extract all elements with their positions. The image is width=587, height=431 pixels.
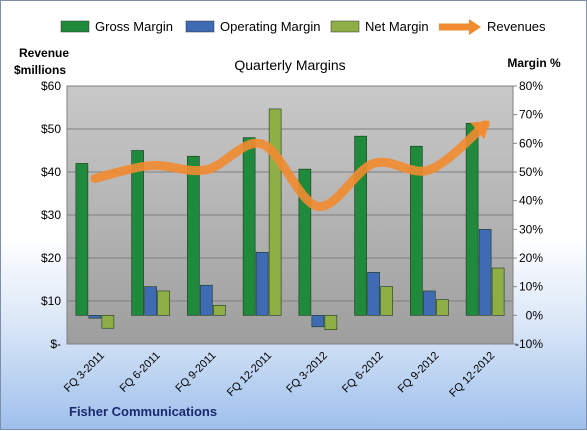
legend-item: Gross Margin — [61, 19, 173, 34]
legend-swatch-arrowhead — [469, 19, 481, 35]
right-axis-tick-label: -10% — [515, 337, 543, 351]
bar-net-margin — [102, 315, 114, 328]
bar-net-margin — [158, 291, 170, 315]
category-label: FQ 9-2011 — [173, 350, 218, 395]
legend-label: Revenues — [487, 19, 546, 34]
category-label: FQ 12-2011 — [225, 350, 274, 399]
legend-item: Revenues — [439, 19, 546, 35]
bar-gross-margin — [187, 156, 199, 315]
legend-swatch — [61, 21, 89, 32]
right-axis-tick-label: 70% — [519, 108, 543, 122]
legend-swatch — [186, 21, 214, 32]
chart-title: Quarterly Margins — [234, 57, 345, 73]
bar-net-margin — [381, 287, 393, 316]
category-label: FQ 6-2012 — [340, 350, 386, 396]
bar-gross-margin — [132, 151, 144, 316]
left-axis-tick-label: $- — [50, 337, 61, 351]
right-axis-tick-label: 20% — [519, 251, 543, 265]
right-axis-tick-label: 30% — [519, 222, 543, 236]
bar-operating-margin — [256, 252, 268, 315]
bar-net-margin — [436, 300, 448, 316]
right-axis-tick-label: 80% — [519, 79, 543, 93]
legend-item: Operating Margin — [186, 19, 320, 34]
bar-operating-margin — [479, 229, 491, 315]
bar-operating-margin — [200, 285, 212, 315]
legend-label: Operating Margin — [220, 19, 320, 34]
category-label: FQ 12-2012 — [447, 350, 497, 400]
right-axis-tick-label: 40% — [519, 194, 543, 208]
right-axis-tick-label: 60% — [519, 136, 543, 150]
bar-gross-margin — [466, 123, 478, 315]
category-label: FQ 3-2011 — [62, 350, 107, 395]
bar-net-margin — [269, 109, 281, 315]
legend-label: Gross Margin — [95, 19, 173, 34]
footer-company-name: Fisher Communications — [69, 404, 217, 419]
category-label: FQ 6-2011 — [118, 350, 163, 395]
left-axis-tick-label: $40 — [41, 165, 61, 179]
left-axis-tick-label: $30 — [41, 208, 61, 222]
category-label: FQ 9-2012 — [396, 350, 442, 396]
legend-item: Net Margin — [331, 19, 429, 34]
left-axis-title-line1: Revenue — [19, 46, 69, 60]
bar-gross-margin — [243, 138, 255, 316]
category-label: FQ 3-2012 — [284, 350, 330, 396]
bar-operating-margin — [368, 272, 380, 315]
bar-net-margin — [492, 268, 504, 315]
right-axis-tick-label: 50% — [519, 165, 543, 179]
left-axis-tick-label: $50 — [41, 122, 61, 136]
bar-operating-margin — [145, 287, 157, 316]
bar-gross-margin — [76, 163, 88, 315]
left-axis-title-line2: $millions — [14, 63, 66, 77]
right-axis-tick-label: 10% — [519, 280, 543, 294]
left-axis-tick-label: $20 — [41, 251, 61, 265]
legend: Gross Margin Operating Margin Net Margin Re… — [61, 19, 546, 35]
legend-swatch — [331, 21, 359, 32]
bar-operating-margin — [312, 315, 324, 326]
bar-operating-margin — [423, 291, 435, 315]
bar-net-margin — [325, 315, 337, 329]
left-axis-tick-label: $60 — [41, 79, 61, 93]
right-axis-title: Margin % — [507, 56, 561, 70]
left-axis-tick-label: $10 — [41, 294, 61, 308]
right-axis-tick-label: 0% — [526, 308, 544, 322]
bar-operating-margin — [89, 315, 101, 318]
legend-label: Net Margin — [365, 19, 429, 34]
bar-net-margin — [213, 305, 225, 315]
